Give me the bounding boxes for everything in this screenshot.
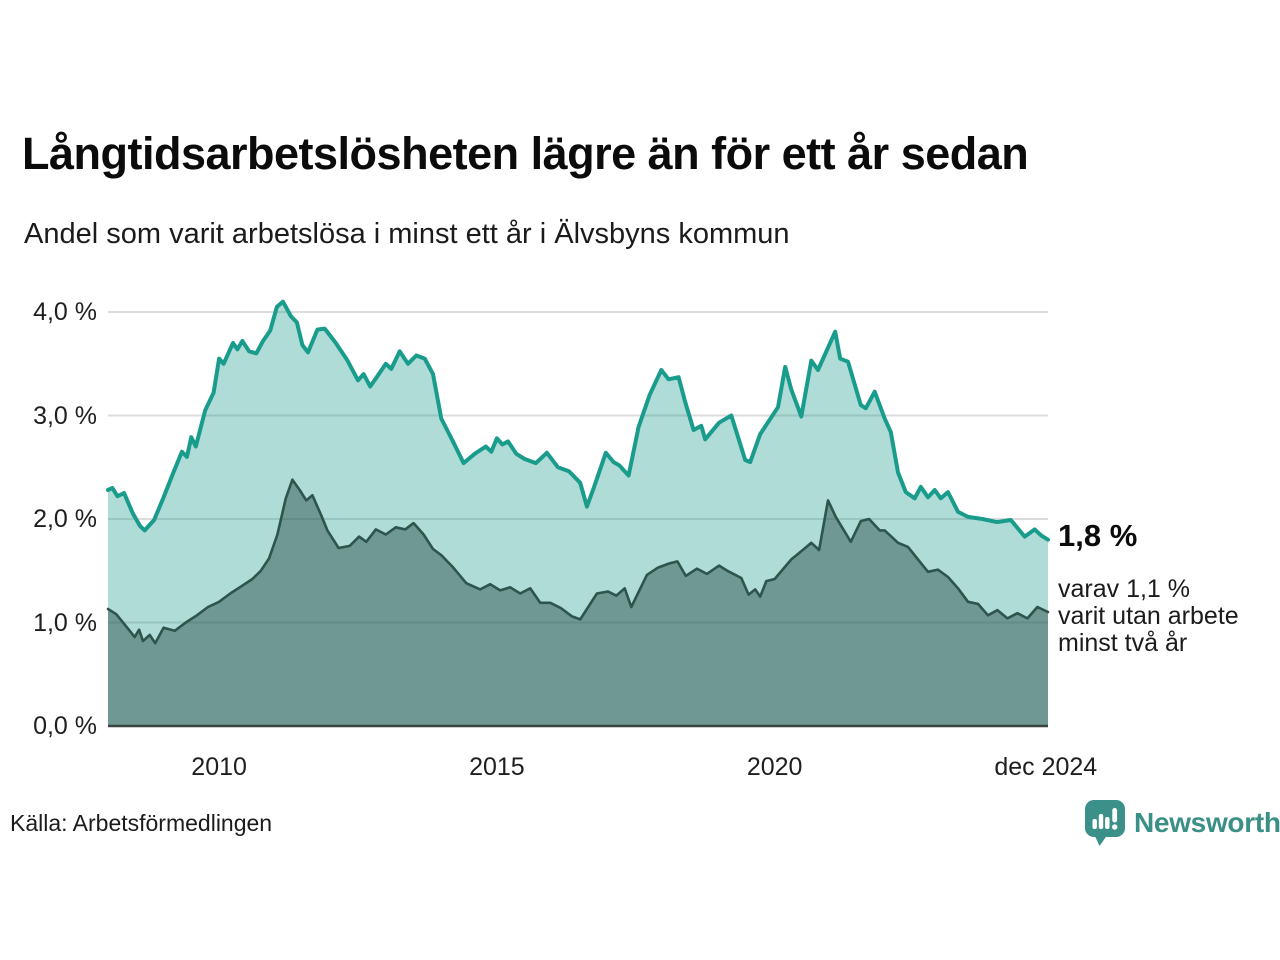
y-tick-label: 4,0 % xyxy=(33,298,97,326)
y-tick-label: 0,0 % xyxy=(33,712,97,740)
series-line-minst-ett-ar xyxy=(106,299,1050,542)
note-line: minst två år xyxy=(1058,629,1188,657)
note-line: varit utan arbete xyxy=(1058,602,1239,630)
y-tick-label: 3,0 % xyxy=(33,401,97,430)
series-line-minst-tva-ar xyxy=(106,478,1050,645)
newsworthy-logo: Newsworthy xyxy=(1085,800,1280,846)
y-tick-label: 2,0 % xyxy=(33,505,97,533)
newsworthy-icon xyxy=(1085,800,1125,846)
newsworthy-wordmark: Newsworthy xyxy=(1134,807,1280,838)
y-tick-label: 1,0 % xyxy=(33,608,97,637)
latest-value-note: varav 1,1 % varit utan arbete minst två år xyxy=(1058,576,1280,657)
x-tick-label: 2010 xyxy=(191,753,247,781)
note-line: varav 1,1 % xyxy=(1058,575,1191,603)
latest-value-label: 1,8 % xyxy=(1058,518,1138,553)
x-tick-label: dec 2024 xyxy=(994,753,1098,781)
series-area-minst-tva-ar xyxy=(108,479,1048,726)
chart-title: Långtidsarbetslösheten lägre än för ett … xyxy=(22,128,1029,179)
source-credit: Källa: Arbetsförmedlingen xyxy=(10,810,273,836)
chart-subtitle: Andel som varit arbetslösa i minst ett å… xyxy=(24,218,790,250)
x-tick-label: 2015 xyxy=(469,753,525,781)
x-tick-label: 2020 xyxy=(746,753,803,781)
latest-value-annotation: 1,8 % xyxy=(1058,518,1137,554)
